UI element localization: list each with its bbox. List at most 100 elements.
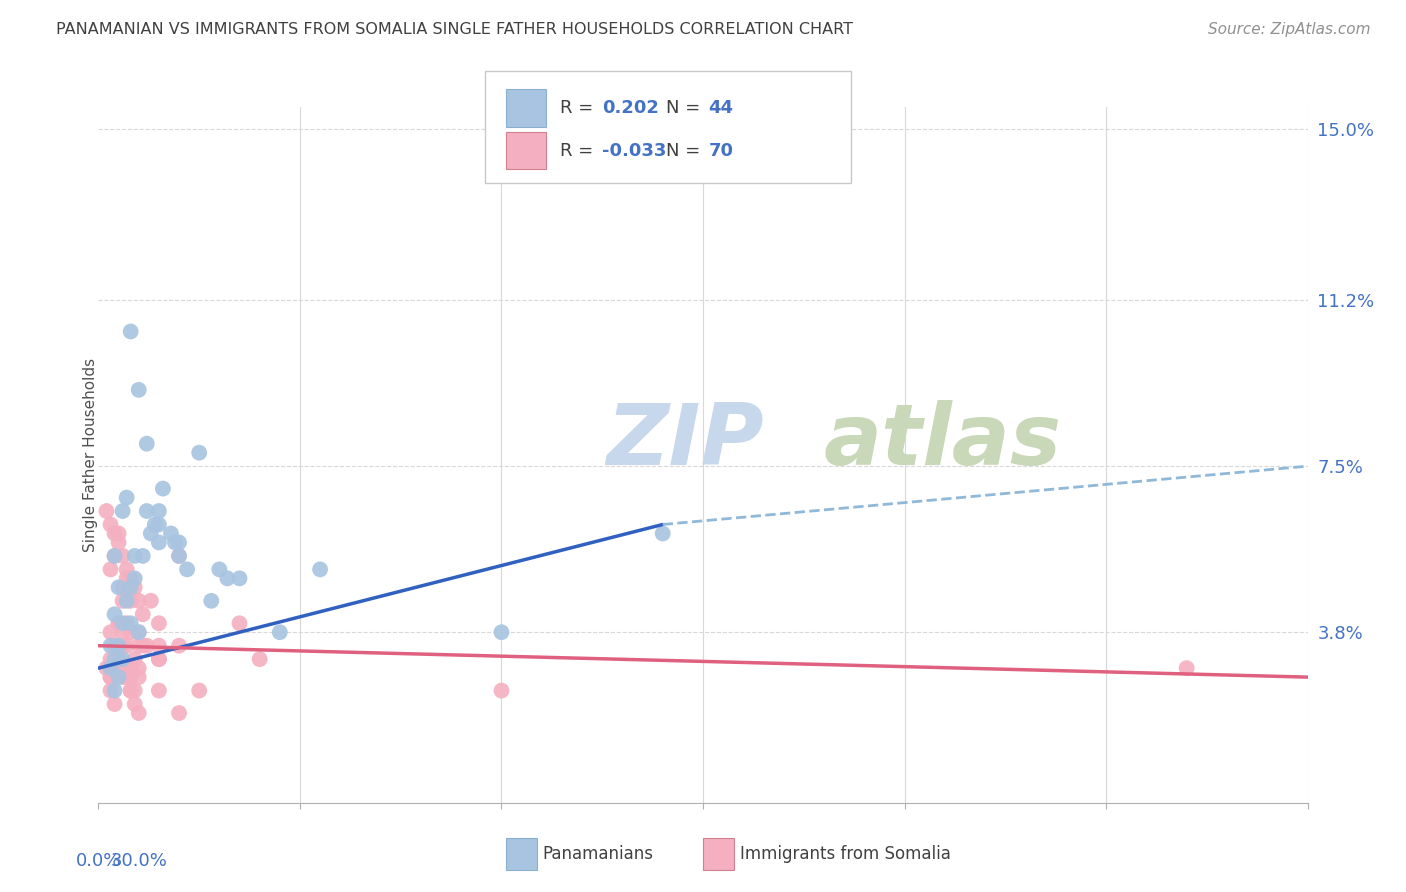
Point <box>143 517 166 532</box>
Point <box>103 639 125 653</box>
Point <box>120 580 142 594</box>
Point <box>132 639 155 653</box>
Text: 0.0%: 0.0% <box>76 852 121 870</box>
Point <box>491 683 513 698</box>
Point <box>1175 661 1198 675</box>
Point <box>148 639 170 653</box>
Point <box>100 562 122 576</box>
Point <box>176 562 198 576</box>
Point <box>111 580 134 594</box>
Point <box>115 491 138 505</box>
Point <box>124 697 146 711</box>
Point <box>103 639 125 653</box>
Point <box>100 661 122 675</box>
Text: 0.202: 0.202 <box>602 99 658 117</box>
Point <box>217 571 239 585</box>
Point <box>103 607 125 622</box>
Point <box>111 594 134 608</box>
Point <box>120 571 142 585</box>
Point <box>128 670 150 684</box>
Point <box>107 616 129 631</box>
Text: PANAMANIAN VS IMMIGRANTS FROM SOMALIA SINGLE FATHER HOUSEHOLDS CORRELATION CHART: PANAMANIAN VS IMMIGRANTS FROM SOMALIA SI… <box>56 22 853 37</box>
Point <box>148 652 170 666</box>
Point <box>111 639 134 653</box>
Y-axis label: Single Father Households: Single Father Households <box>83 358 97 552</box>
Point <box>100 652 122 666</box>
Point <box>107 580 129 594</box>
Point <box>124 580 146 594</box>
Point <box>124 571 146 585</box>
Point <box>103 549 125 563</box>
Point <box>491 625 513 640</box>
Point <box>120 661 142 675</box>
Point <box>124 549 146 563</box>
Point <box>309 562 332 576</box>
Point <box>111 549 134 563</box>
Text: ZIP: ZIP <box>606 400 763 483</box>
Text: 70: 70 <box>709 142 734 160</box>
Point <box>228 571 250 585</box>
Point <box>120 683 142 698</box>
Point <box>111 652 134 666</box>
Point <box>96 504 118 518</box>
Point <box>115 562 138 576</box>
Point <box>148 504 170 518</box>
Point <box>167 706 190 720</box>
Point <box>111 504 134 518</box>
Point <box>115 616 138 631</box>
Point <box>135 504 157 518</box>
Point <box>148 517 170 532</box>
Point <box>115 661 138 675</box>
Point <box>139 594 162 608</box>
Point <box>128 594 150 608</box>
Point <box>115 639 138 653</box>
Point <box>115 670 138 684</box>
Point <box>135 436 157 450</box>
Text: Panamanians: Panamanians <box>543 845 654 863</box>
Point <box>249 652 271 666</box>
Point <box>188 445 211 459</box>
Point <box>115 594 138 608</box>
Text: Immigrants from Somalia: Immigrants from Somalia <box>740 845 950 863</box>
Point <box>103 683 125 698</box>
Point <box>228 616 250 631</box>
Text: atlas: atlas <box>824 400 1062 483</box>
Point <box>100 670 122 684</box>
Point <box>103 697 125 711</box>
Point <box>103 661 125 675</box>
Point <box>148 683 170 698</box>
Point <box>128 383 150 397</box>
Point <box>167 535 190 549</box>
Point <box>107 639 129 653</box>
Point <box>128 625 150 640</box>
Point <box>120 616 142 631</box>
Point <box>124 652 146 666</box>
Point <box>128 706 150 720</box>
Point <box>651 526 673 541</box>
Point <box>107 616 129 631</box>
Point <box>103 549 125 563</box>
Point <box>167 549 190 563</box>
Point <box>128 625 150 640</box>
Point <box>96 661 118 675</box>
Point <box>148 616 170 631</box>
Point <box>111 661 134 675</box>
Point <box>107 652 129 666</box>
Point <box>135 639 157 653</box>
Point <box>139 526 162 541</box>
Text: 30.0%: 30.0% <box>110 852 167 870</box>
Point <box>128 639 150 653</box>
Point <box>124 683 146 698</box>
Point <box>103 639 125 653</box>
Text: -0.033: -0.033 <box>602 142 666 160</box>
Point <box>128 661 150 675</box>
Point <box>107 670 129 684</box>
Point <box>111 616 134 631</box>
Text: N =: N = <box>666 99 706 117</box>
Point <box>120 625 142 640</box>
Point <box>269 625 291 640</box>
Point <box>120 594 142 608</box>
Text: Source: ZipAtlas.com: Source: ZipAtlas.com <box>1208 22 1371 37</box>
Point <box>208 562 231 576</box>
Point <box>111 625 134 640</box>
